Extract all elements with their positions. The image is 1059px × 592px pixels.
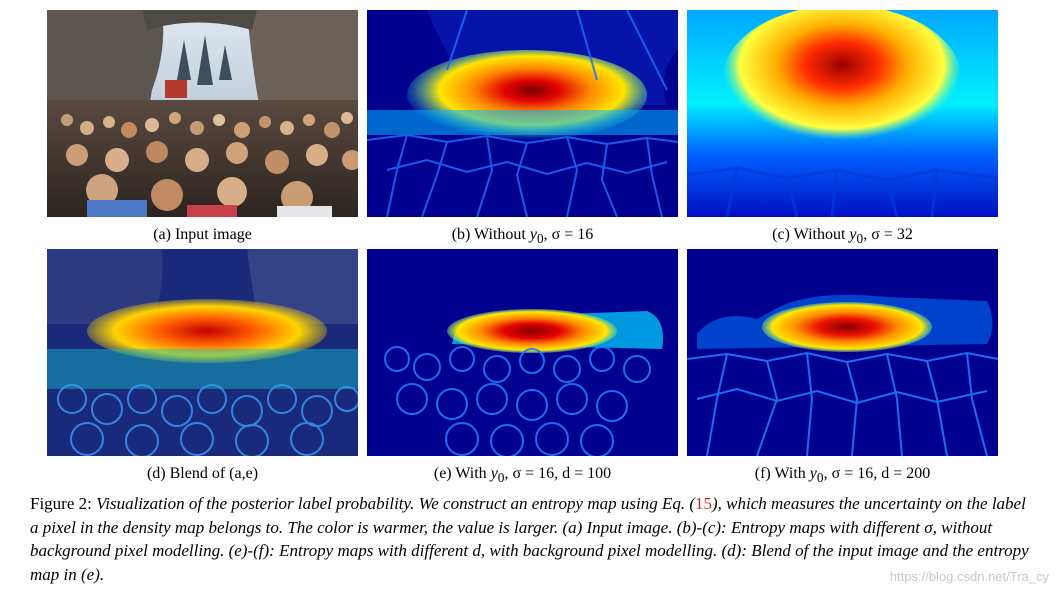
figure-caption: Figure 2: Visualization of the posterior… (30, 492, 1030, 586)
entropy-map-c-panel (687, 10, 998, 217)
equation-reference-link[interactable]: 15 (695, 494, 713, 513)
caption-b-var: y (529, 226, 537, 243)
caption-d-text: (d) Blend of (a,e) (146, 465, 259, 482)
caption-f-suffix: , σ = 16, d = 200 (823, 465, 931, 482)
caption-e-prefix: (e) With (433, 465, 491, 482)
caption-b-sub: 0 (536, 231, 544, 247)
caption-f-var: y (809, 465, 817, 482)
caption-c-sub: 0 (856, 231, 864, 247)
caption-c-prefix: (c) Without (772, 226, 850, 243)
input-image-panel (47, 10, 358, 217)
blend-map-d-panel (47, 249, 358, 456)
watermark: https://blog.csdn.net/Tra_cy (889, 569, 1049, 584)
caption-d: (d) Blend of (a,e) (47, 465, 358, 483)
figure-label: Figure 2: (30, 494, 97, 513)
caption-a: (a) Input image (47, 226, 358, 244)
caption-f: (f) With y0, σ = 16, d = 200 (687, 465, 998, 486)
figure-caption-part1: Visualization of the posterior label pro… (96, 494, 696, 513)
caption-e: (e) With y0, σ = 16, d = 100 (367, 465, 678, 486)
caption-a-text: (a) Input image (153, 226, 252, 243)
caption-c: (c) Without y0, σ = 32 (687, 226, 998, 247)
caption-c-suffix: , σ = 32 (863, 226, 913, 243)
caption-b-suffix: , σ = 16 (543, 226, 594, 243)
caption-b-prefix: (b) Without (451, 226, 530, 243)
entropy-map-b-panel (367, 10, 678, 217)
entropy-map-e-panel (367, 249, 678, 456)
caption-e-var: y (490, 465, 498, 482)
caption-f-sub: 0 (816, 470, 824, 486)
entropy-map-f-panel (687, 249, 998, 456)
caption-b: (b) Without y0, σ = 16 (367, 226, 678, 247)
caption-f-prefix: (f) With (754, 465, 810, 482)
figure-caption-part2: ), which measures the uncertainty on the… (30, 494, 1029, 584)
caption-e-suffix: , σ = 16, d = 100 (504, 465, 612, 482)
caption-c-var: y (849, 226, 857, 243)
caption-e-sub: 0 (497, 470, 505, 486)
